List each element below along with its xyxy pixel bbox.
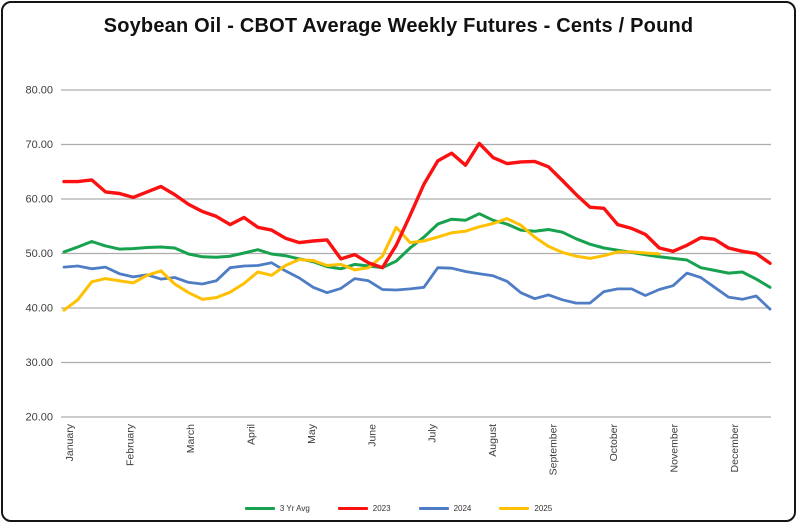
legend-swatch — [337, 507, 368, 510]
legend-swatch — [499, 507, 530, 510]
y-tick-label: 60.00 — [25, 194, 53, 206]
x-month-label: July — [427, 423, 439, 442]
y-tick-label: 80.00 — [25, 85, 53, 97]
legend-label: 2024 — [453, 504, 472, 513]
x-month-label: January — [64, 423, 76, 461]
x-month-label: December — [729, 423, 741, 472]
x-month-label: June — [366, 424, 378, 447]
y-tick-label: 30.00 — [25, 357, 53, 369]
x-month-label: May — [306, 423, 318, 444]
series-line-2025 — [62, 217, 661, 312]
legend-label: 3 Yr Avg — [279, 504, 310, 513]
legend-swatch — [418, 507, 449, 510]
legend-label: 2023 — [372, 504, 391, 513]
legend-item-2024: 2024 — [418, 504, 472, 513]
x-month-label: August — [487, 424, 499, 457]
series-line-2023 — [62, 141, 772, 270]
legend-label: 2025 — [534, 504, 553, 513]
chart-title: Soybean Oil - CBOT Average Weekly Future… — [103, 15, 694, 37]
x-month-label: February — [124, 423, 136, 466]
x-month-label: March — [185, 424, 197, 453]
y-tick-label: 50.00 — [25, 248, 53, 260]
x-month-label: October — [608, 424, 620, 462]
y-tick-label: 40.00 — [25, 303, 53, 315]
x-month-label: November — [669, 423, 681, 472]
y-tick-label: 20.00 — [25, 412, 53, 424]
chart-legend: 3 Yr Avg 2023 2024 2025 — [3, 504, 794, 513]
legend-swatch — [244, 507, 275, 510]
legend-item-2023: 2023 — [337, 504, 391, 513]
y-tick-label: 70.00 — [25, 139, 53, 151]
x-month-label: April — [245, 424, 257, 445]
x-month-label: September — [548, 424, 560, 476]
plot-area: 80.00 70.00 60.00 50.00 40.00 30.00 20.00 Janua… — [25, 85, 772, 476]
series-line-2024 — [62, 261, 772, 311]
legend-item-3-yr-avg: 3 Yr Avg — [244, 504, 310, 513]
legend-item-2025: 2025 — [499, 504, 552, 513]
